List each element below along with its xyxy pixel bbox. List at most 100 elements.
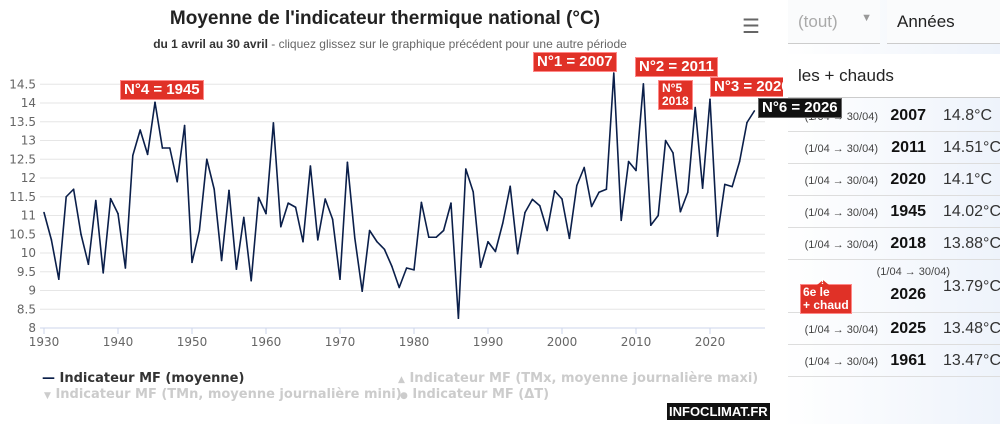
data-point: [598, 191, 600, 194]
data-point: [124, 267, 127, 269]
y-tick-label: 9: [28, 284, 36, 298]
hamburger-icon[interactable]: ☰: [742, 16, 760, 38]
row-year: 2020: [890, 171, 926, 188]
data-point: [391, 265, 393, 267]
data-point: [687, 191, 689, 194]
rank-badge: ! 6e le + chaud: [800, 276, 852, 314]
series-line-moyenne: [43, 72, 756, 320]
x-tick-label: 1960: [251, 335, 282, 349]
data-point: [50, 239, 53, 241]
row-value: 14.8°C: [943, 107, 993, 124]
data-point: [368, 229, 371, 232]
y-tick-label: 10.5: [9, 227, 36, 241]
row-year: 2011: [891, 139, 926, 156]
y-tick-label: 14.5: [9, 77, 36, 91]
data-point: [398, 286, 401, 289]
legend-item-moyenne[interactable]: — Indicateur MF (moyenne): [42, 371, 244, 386]
chart-area[interactable]: Moyenne de l'indicateur thermique nation…: [0, 0, 842, 424]
x-tick-label: 1940: [103, 335, 134, 349]
data-point: [420, 201, 423, 204]
subtitle-hint: - cliquez glissez sur le graphique précé…: [267, 37, 627, 51]
row-value: 13.88°C: [943, 235, 1000, 252]
data-point: [109, 197, 112, 200]
y-tick-label: 11.5: [9, 190, 36, 204]
legend-item-deltat[interactable]: ● Indicateur MF (ΔT): [400, 387, 549, 402]
data-point: [457, 317, 460, 320]
data-point: [161, 147, 164, 149]
annotation-n6: N°6 = 2026: [758, 98, 842, 118]
data-point: [228, 189, 230, 192]
annotation-n4: N°4 = 1945: [120, 80, 204, 100]
row-value: 14.02°C: [943, 203, 1000, 220]
period-select[interactable]: Années: [887, 0, 1000, 44]
data-point: [280, 225, 282, 228]
data-point: [568, 237, 571, 240]
annotation-n5-rank: N°5: [662, 81, 683, 95]
data-point: [694, 106, 696, 109]
y-tick-label: 12: [21, 171, 36, 185]
data-point: [354, 237, 356, 239]
triangle-up-icon: ▲: [398, 375, 405, 385]
data-point: [146, 153, 149, 156]
ranking-row[interactable]: (1/04 → 30/04) 2026 13.79°C! 6e le + chaud: [788, 260, 1000, 314]
data-point: [287, 202, 290, 204]
annotation-n5-year: 2018: [662, 94, 689, 108]
data-point: [309, 165, 312, 167]
data-point: [176, 180, 178, 183]
ranking-panel: (tout) ▼ Années les + chauds (1/04 → 30/0…: [783, 0, 1000, 424]
date-range: (1/04 → 30/04): [804, 324, 878, 336]
data-point: [43, 211, 45, 214]
y-tick-label: 13: [21, 134, 36, 148]
ranking-row[interactable]: (1/04 → 30/04) 2020 14.1°C: [788, 164, 1000, 196]
data-point: [701, 187, 704, 189]
row-value: 14.51°C: [943, 139, 1000, 156]
data-point: [405, 267, 408, 269]
ranking-row[interactable]: (1/04 → 30/04) 2011 14.51°C: [788, 132, 1000, 164]
data-point: [376, 240, 378, 243]
x-tick-label: 1980: [399, 335, 430, 349]
ranking-row[interactable]: (1/04 → 30/04) 1961 13.47°C: [788, 345, 1000, 377]
ranking-row[interactable]: (1/04 → 30/04) 1945 14.02°C: [788, 196, 1000, 228]
data-point: [561, 198, 563, 200]
data-point: [664, 139, 667, 142]
data-point: [620, 219, 622, 222]
date-range: (1/04 → 30/04): [804, 239, 878, 251]
x-tick-label: 2000: [547, 335, 578, 349]
chart-title: Moyenne de l'indicateur thermique nation…: [169, 8, 601, 29]
chart-subtitle: du 1 avril au 30 avril - cliquez glissez…: [100, 37, 680, 51]
legend-item-tmn[interactable]: ▼ Indicateur MF (TMn, moyenne journalièr…: [44, 387, 402, 402]
row-year: 1945: [890, 203, 926, 220]
data-point: [635, 169, 637, 172]
data-point: [516, 252, 519, 255]
legend-label: Indicateur MF (moyenne): [59, 371, 245, 386]
circle-icon: ●: [400, 391, 408, 401]
date-range: (1/04 → 30/04): [876, 266, 950, 278]
data-point: [132, 154, 134, 157]
x-tick-label: 2010: [621, 335, 652, 349]
data-point: [716, 235, 719, 237]
data-point: [583, 166, 585, 169]
data-point: [265, 212, 267, 215]
annotation-n3: N°3 = 2020: [710, 77, 794, 97]
data-point: [709, 98, 711, 101]
legend-item-tmx[interactable]: ▲ Indicateur MF (TMx, moyenne journalièr…: [398, 371, 758, 386]
ranking-row[interactable]: (1/04 → 30/04) 2018 13.88°C: [788, 228, 1000, 260]
data-point: [494, 250, 497, 253]
filter-select[interactable]: (tout) ▼: [788, 0, 880, 44]
row-value: 13.79°C: [943, 278, 1000, 295]
data-point: [472, 191, 475, 193]
date-range: (1/04 → 30/04): [804, 143, 878, 155]
data-point: [272, 122, 275, 124]
row-year: 2018: [890, 235, 926, 252]
date-range: (1/04 → 30/04): [804, 175, 878, 187]
data-point: [657, 214, 659, 217]
ranking-row[interactable]: (1/04 → 30/04) 2025 13.48°C: [788, 313, 1000, 345]
data-point: [531, 198, 534, 201]
data-point: [383, 248, 386, 251]
data-point: [206, 158, 208, 161]
brand-logo: INFOCLIMAT.FR: [667, 403, 770, 420]
data-point: [546, 229, 548, 232]
data-point: [738, 160, 741, 163]
x-tick-label: 1930: [29, 335, 60, 349]
row-year: 2007: [890, 107, 926, 124]
